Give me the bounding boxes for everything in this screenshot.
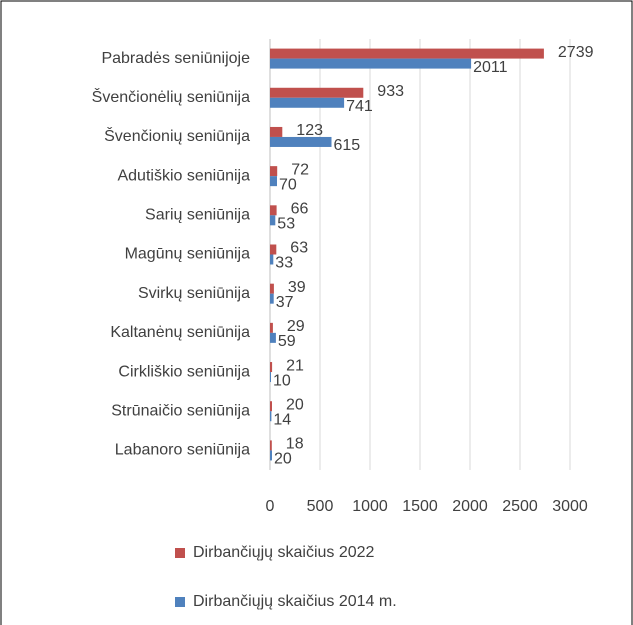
bar [270, 166, 278, 177]
bar [270, 87, 364, 98]
x-tick-label: 2000 [452, 498, 488, 515]
y-tick-label: Adutiškio seniūnija [117, 167, 250, 184]
y-tick-label: Pabradės seniūnijoje [101, 50, 250, 67]
bar [270, 450, 272, 461]
x-tick-label: 500 [307, 498, 334, 515]
bar [270, 126, 283, 137]
bar [270, 322, 273, 333]
data-label: 20 [274, 451, 292, 468]
data-label: 66 [291, 201, 309, 218]
data-label: 63 [290, 240, 308, 257]
data-label: 741 [346, 98, 373, 115]
data-label: 615 [334, 137, 361, 154]
data-label: 14 [273, 411, 291, 428]
data-label: 39 [288, 279, 306, 296]
legend-swatch [175, 597, 185, 607]
bar [270, 401, 272, 412]
data-label: 53 [277, 216, 295, 233]
data-label: 123 [296, 122, 323, 139]
bar [270, 48, 544, 59]
data-label: 70 [279, 176, 297, 193]
data-label: 37 [276, 294, 294, 311]
bar [270, 440, 272, 451]
bar [270, 58, 472, 69]
x-tick-label: 1500 [402, 498, 438, 515]
bar [270, 97, 345, 108]
bar [270, 411, 272, 422]
data-label: 59 [278, 333, 296, 350]
legend-label: Dirbančiųjų skaičius 2022 [193, 544, 375, 561]
y-tick-label: Švenčionėlių seniūnija [92, 87, 250, 106]
bar [270, 362, 273, 373]
data-label: 933 [377, 83, 404, 100]
data-label: 2739 [558, 44, 594, 61]
data-label: 33 [275, 255, 293, 272]
x-tick-label: 2500 [502, 498, 538, 515]
y-tick-label: Švenčionių seniūnija [104, 126, 250, 145]
legend-swatch [175, 548, 185, 558]
bar [270, 332, 276, 343]
bar [270, 372, 271, 383]
y-tick-label: Labanoro seniūnija [115, 442, 250, 459]
data-label: 20 [286, 396, 304, 413]
data-label: 2011 [473, 59, 508, 76]
data-label: 18 [286, 436, 304, 453]
bar [270, 176, 277, 187]
data-label: 10 [273, 372, 291, 389]
bar [270, 254, 274, 265]
bar [270, 293, 274, 304]
x-tick-label: 0 [266, 498, 275, 515]
bar [270, 205, 277, 216]
legend-label: Dirbančiųjų skaičius 2014 m. [193, 593, 397, 610]
bar [270, 283, 274, 294]
bar [270, 215, 276, 226]
y-tick-label: Svirkų seniūnija [138, 285, 250, 302]
x-tick-label: 3000 [552, 498, 588, 515]
bar [270, 136, 332, 147]
data-label: 29 [287, 318, 305, 335]
y-tick-label: Kaltanėnų seniūnija [110, 324, 250, 341]
y-tick-label: Strūnaičio seniūnija [111, 402, 250, 419]
y-tick-label: Cirkliškio seniūnija [118, 363, 250, 380]
y-tick-label: Magūnų seniūnija [125, 246, 251, 263]
data-label: 21 [286, 357, 304, 374]
data-label: 72 [291, 161, 309, 178]
x-tick-label: 1000 [352, 498, 388, 515]
y-tick-label: Sarių seniūnija [145, 207, 250, 224]
bar [270, 244, 277, 255]
